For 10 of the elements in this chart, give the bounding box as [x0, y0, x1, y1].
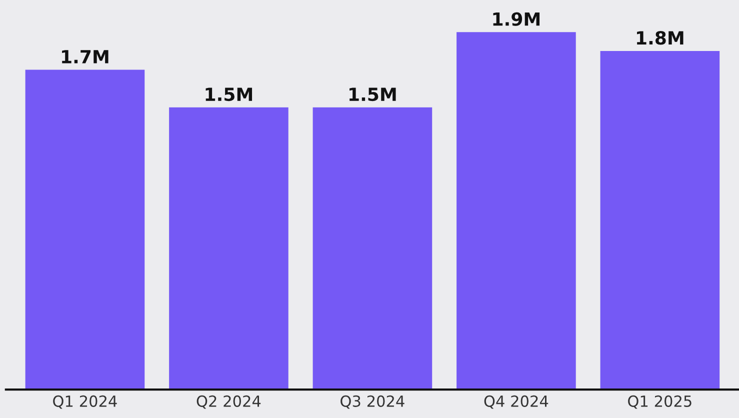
data-label: 1.9M	[493, 12, 540, 26]
x-tick-label: Q3 2024	[340, 395, 404, 409]
data-label: 1.5M	[206, 88, 252, 102]
data-label: 1.7M	[62, 50, 108, 64]
data-label: 1.5M	[350, 88, 396, 102]
x-tick-label: Q4 2024	[484, 395, 548, 409]
data-label: 1.8M	[637, 31, 684, 45]
x-tick-label: Q1 2025	[628, 395, 692, 409]
x-tick-label: Q2 2024	[196, 395, 261, 409]
x-tick-label: Q1 2024	[53, 395, 117, 409]
